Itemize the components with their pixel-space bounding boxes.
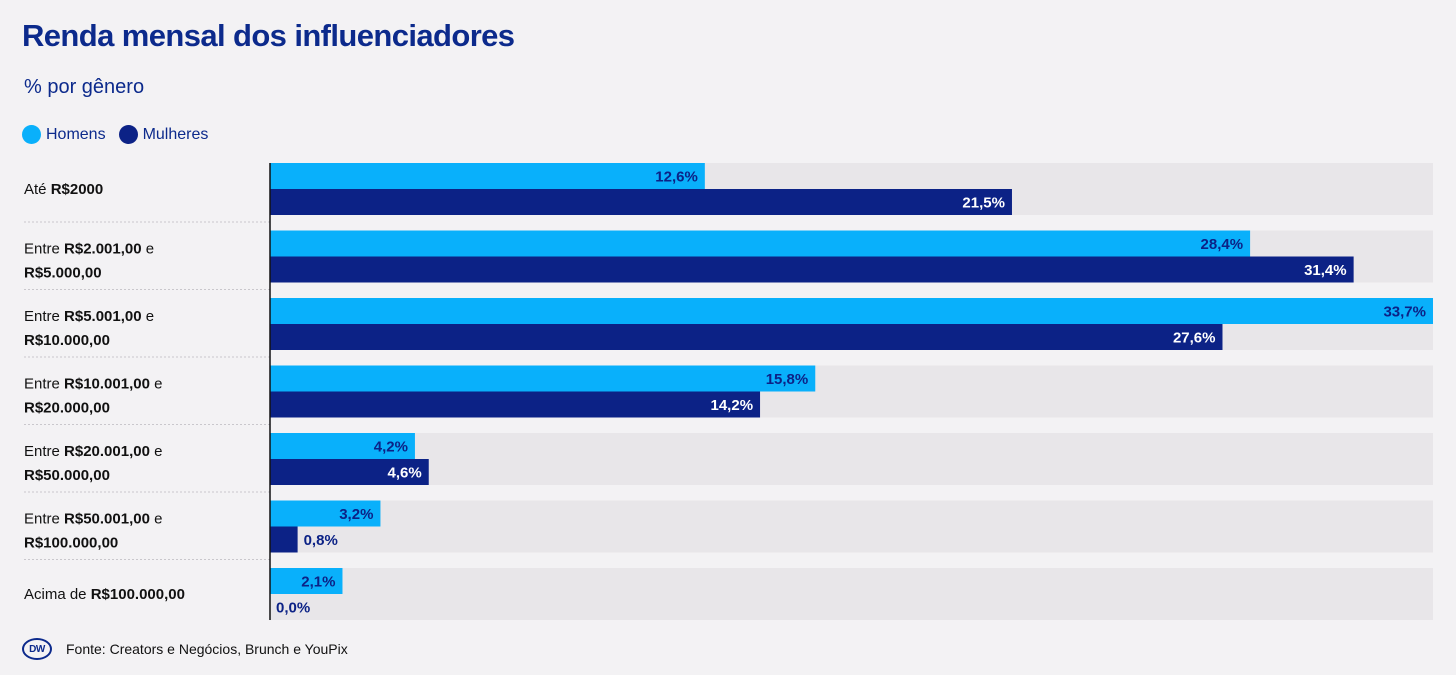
category-label-line2-2: R$10.000,00 xyxy=(24,332,110,349)
footer: DW Fonte: Creators e Negócios, Brunch e … xyxy=(22,638,348,660)
category-suffix: e xyxy=(142,241,155,258)
category-prefix: Até xyxy=(24,181,51,198)
bar-women-4 xyxy=(270,459,429,485)
bar-men-4 xyxy=(270,433,415,459)
category-suffix: e xyxy=(150,511,163,528)
legend-item-men: Homens xyxy=(22,125,106,144)
category-range-start: R$2.001,00 xyxy=(64,241,142,258)
bar-women-0 xyxy=(270,189,1012,215)
track-women-5 xyxy=(270,526,1433,553)
category-label-line2-5: R$100.000,00 xyxy=(24,535,118,552)
category-prefix: Entre xyxy=(24,241,64,258)
category-range-start: R$50.001,00 xyxy=(64,511,150,528)
value-label-men-5: 3,2% xyxy=(339,506,373,523)
category-range-start: R$10.001,00 xyxy=(64,376,150,393)
category-prefix: Acima de xyxy=(24,586,91,603)
category-range-start: R$2000 xyxy=(51,181,104,198)
value-label-men-6: 2,1% xyxy=(301,574,335,591)
category-range-start: R$100.000,00 xyxy=(91,586,185,603)
category-label-4: Entre R$20.001,00 e xyxy=(24,443,162,460)
dw-logo: DW xyxy=(22,638,52,660)
value-label-men-4: 4,2% xyxy=(374,439,408,456)
category-label-5: Entre R$50.001,00 e xyxy=(24,511,162,528)
chart-subtitle: % por gênero xyxy=(24,76,145,98)
value-label-women-3: 14,2% xyxy=(711,397,754,414)
category-range-start: R$5.001,00 xyxy=(64,308,142,325)
category-range-start: R$20.001,00 xyxy=(64,443,150,460)
category-suffix: e xyxy=(142,308,155,325)
legend-swatch-women xyxy=(118,125,138,144)
bar-men-0 xyxy=(270,163,705,189)
value-label-men-2: 33,7% xyxy=(1383,304,1426,321)
value-label-women-6: 0,0% xyxy=(276,600,310,617)
value-label-women-5: 0,8% xyxy=(304,532,338,549)
value-label-men-0: 12,6% xyxy=(655,169,698,186)
category-suffix: e xyxy=(150,443,163,460)
value-label-women-1: 31,4% xyxy=(1304,262,1347,279)
category-prefix: Entre xyxy=(24,443,64,460)
track-men-4 xyxy=(270,433,1433,459)
legend-item-women: Mulheres xyxy=(118,125,209,144)
track-women-6 xyxy=(270,594,1433,620)
category-prefix: Entre xyxy=(24,308,64,325)
value-label-men-1: 28,4% xyxy=(1201,236,1244,253)
chart-title: Renda mensal dos influenciadores xyxy=(22,18,515,53)
track-women-4 xyxy=(270,459,1433,485)
bar-men-5 xyxy=(270,500,381,527)
category-prefix: Entre xyxy=(24,376,64,393)
bar-men-2 xyxy=(270,298,1433,324)
category-label-line2-3: R$20.000,00 xyxy=(24,400,110,417)
legend-label-men: Homens xyxy=(46,125,106,143)
track-men-5 xyxy=(270,500,1433,527)
bar-men-3 xyxy=(270,365,816,392)
category-label-6: Acima de R$100.000,00 xyxy=(24,586,185,603)
legend-swatch-men xyxy=(22,125,41,144)
bar-women-5 xyxy=(270,526,298,553)
value-label-men-3: 15,8% xyxy=(766,371,809,388)
source-note: Fonte: Creators e Negócios, Brunch e You… xyxy=(66,641,348,657)
bar-men-1 xyxy=(270,230,1251,257)
category-label-line2-1: R$5.000,00 xyxy=(24,265,102,282)
category-prefix: Entre xyxy=(24,511,64,528)
category-label-3: Entre R$10.001,00 e xyxy=(24,376,162,393)
category-label-line2-4: R$50.000,00 xyxy=(24,467,110,484)
value-label-women-2: 27,6% xyxy=(1173,330,1216,347)
bar-women-2 xyxy=(270,324,1223,350)
bar-women-3 xyxy=(270,391,761,418)
value-label-women-4: 4,6% xyxy=(388,465,422,482)
category-label-0: Até R$2000 xyxy=(24,181,103,198)
bar-men-6 xyxy=(270,568,343,594)
category-label-1: Entre R$2.001,00 e xyxy=(24,241,154,258)
category-label-2: Entre R$5.001,00 e xyxy=(24,308,154,325)
track-men-6 xyxy=(270,568,1433,594)
value-label-women-0: 21,5% xyxy=(962,195,1005,212)
bar-women-1 xyxy=(270,256,1354,283)
category-suffix: e xyxy=(150,376,163,393)
legend: Homens Mulheres xyxy=(22,125,221,144)
legend-label-women: Mulheres xyxy=(142,125,209,143)
